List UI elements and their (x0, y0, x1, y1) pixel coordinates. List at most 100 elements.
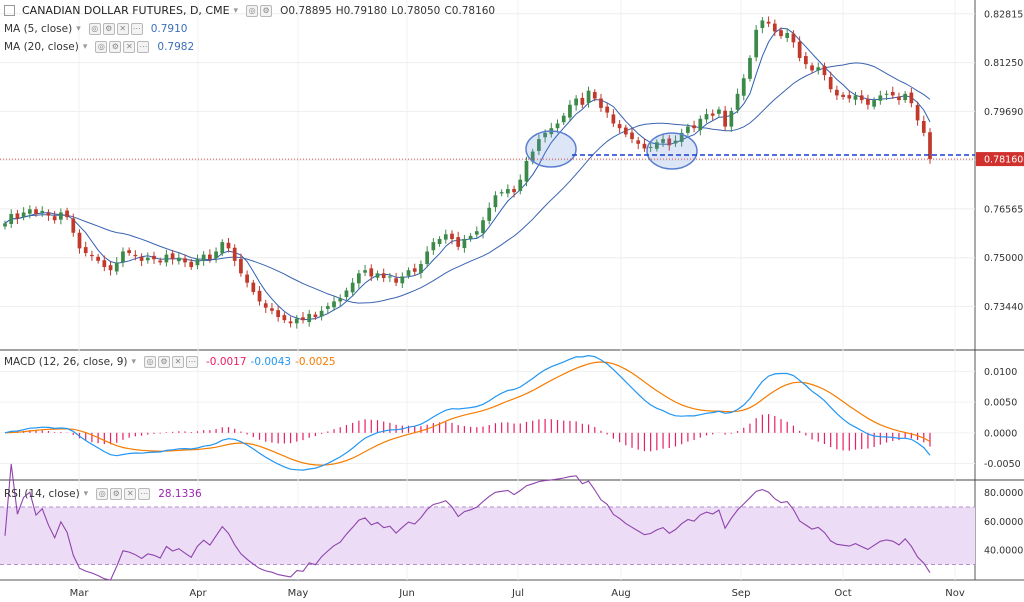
legend-controls[interactable]: ◎ ⚙ (246, 4, 273, 17)
ellipse-annotation (525, 130, 577, 168)
time-tick-label: Oct (834, 588, 851, 599)
candle-body (921, 120, 926, 133)
candle (176, 252, 181, 265)
candle (356, 269, 361, 289)
candle-body (71, 218, 76, 233)
candle (220, 239, 225, 257)
candle (586, 86, 591, 108)
price-tick-label: 0.81250 (984, 58, 1023, 69)
candle (797, 36, 802, 62)
collapse-icon[interactable] (4, 5, 15, 16)
candle-body (40, 210, 45, 213)
candle-body (189, 261, 194, 268)
candle (772, 19, 777, 37)
candle (617, 120, 622, 133)
rsi-legend: RSI (14, close) ▾ ◎ ⚙ ✕ ⋯ 28.1336 (4, 488, 202, 500)
chevron-down-icon[interactable]: ▾ (131, 357, 137, 367)
candle (735, 88, 740, 114)
candle-body (568, 104, 572, 118)
time-tick-label: Sep (732, 588, 751, 599)
candle (270, 302, 274, 315)
candle (822, 62, 827, 81)
candle (499, 189, 504, 197)
candle-body (797, 41, 802, 58)
candle (21, 207, 26, 221)
candle (412, 263, 417, 276)
candle-body (580, 97, 585, 105)
ma5-controls[interactable]: ◎ ⚙ ✕ ⋯ (88, 23, 143, 35)
macd-hist-value: -0.0017 (206, 356, 247, 368)
candle (456, 231, 461, 251)
candle (847, 90, 852, 103)
candle (928, 128, 932, 164)
candle (406, 267, 411, 279)
macd-controls[interactable]: ◎ ⚙ ✕ ⋯ (144, 356, 199, 368)
candle-body (915, 105, 920, 121)
candle-body (686, 126, 690, 133)
candle-body (288, 321, 293, 324)
candle-body (220, 242, 225, 254)
candle-body (77, 232, 82, 249)
candle (288, 316, 293, 328)
candle (785, 28, 790, 43)
candle-body (257, 290, 262, 302)
chevron-down-icon[interactable]: ▾ (82, 42, 88, 52)
candle (505, 184, 510, 198)
candle (363, 264, 367, 277)
candle (537, 134, 541, 156)
candle (325, 302, 330, 315)
candle (909, 87, 914, 108)
candle-body (338, 298, 343, 302)
candle (121, 247, 125, 268)
candle (170, 249, 175, 265)
ma20-controls[interactable]: ◎ ⚙ ✕ ⋯ (95, 41, 150, 53)
candle (661, 134, 665, 147)
candle-body (835, 89, 839, 96)
candle-body (735, 93, 740, 110)
candle (878, 90, 883, 105)
candle (512, 185, 516, 198)
candle (673, 135, 678, 147)
candle-body (760, 20, 765, 28)
candle (760, 17, 765, 34)
candle (481, 216, 485, 239)
candle-body (704, 114, 709, 120)
ma5-line (4, 27, 931, 321)
candle-body (34, 209, 38, 215)
candle (71, 213, 76, 237)
candle-body (822, 66, 827, 76)
candle-body (443, 234, 448, 240)
candle-body (133, 254, 138, 257)
macd-tick-label: 0.0000 (984, 428, 1017, 439)
candle (723, 106, 727, 131)
chevron-down-icon[interactable]: ▾ (76, 24, 81, 34)
candle (152, 251, 156, 264)
candle-body (723, 110, 727, 127)
candle-body (505, 189, 510, 194)
candle (59, 208, 63, 225)
candle-body (319, 310, 324, 317)
candle-body (679, 132, 684, 142)
chevron-down-icon[interactable]: ▾ (233, 5, 239, 16)
ohlc-high: H0.79180 (335, 4, 388, 17)
candle-body (605, 106, 610, 113)
chevron-down-icon[interactable]: ▾ (83, 489, 89, 499)
ohlc-close: C0.78160 (444, 4, 496, 17)
price-tick-label: 0.75000 (984, 253, 1023, 264)
candle (40, 206, 45, 217)
rsi-label: RSI (14, close) (4, 488, 80, 500)
candle (96, 253, 100, 264)
candle-body (741, 78, 746, 96)
candle (493, 191, 498, 212)
rsi-controls[interactable]: ◎ ⚙ ✕ ⋯ (96, 488, 151, 500)
candle (257, 286, 262, 306)
candle-body (226, 242, 231, 249)
candle (710, 109, 715, 121)
candle-body (65, 210, 69, 218)
time-tick-label: May (288, 588, 309, 599)
candle (344, 287, 349, 300)
candle (65, 207, 69, 220)
candle (835, 85, 839, 101)
candle (375, 270, 380, 281)
